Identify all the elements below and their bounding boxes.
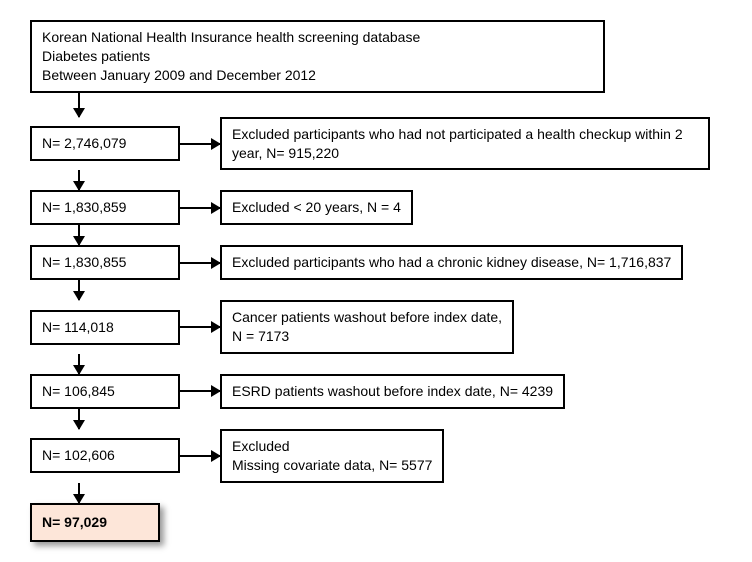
exclusion-4-l1: ESRD patients washout before index date,… — [232, 383, 553, 399]
count-3: N= 114,018 — [42, 319, 114, 335]
count-0: N= 2,746,079 — [42, 135, 126, 151]
exclusion-2-l1: Excluded participants who had a chronic … — [232, 254, 671, 270]
header-box: Korean National Health Insurance health … — [30, 20, 605, 93]
exclusion-box-1: Excluded < 20 years, N = 4 — [220, 190, 413, 225]
exclusion-box-5: Excluded Missing covariate data, N= 5577 — [220, 429, 444, 483]
header-line1: Korean National Health Insurance health … — [42, 29, 420, 45]
exclusion-3-l2: N = 7173 — [232, 328, 289, 344]
connector-down — [78, 409, 80, 429]
connector-right — [180, 207, 220, 209]
final-count: N= 97,029 — [42, 514, 107, 530]
count-box-5: N= 102,606 — [30, 438, 180, 473]
exclusion-5-l2: Missing covariate data, N= 5577 — [232, 457, 432, 473]
final-box: N= 97,029 — [30, 503, 160, 542]
exclusion-0-l1: Excluded participants who had not partic… — [232, 126, 683, 142]
connector-down — [78, 354, 80, 374]
exclusion-5-l1: Excluded — [232, 438, 290, 454]
count-1: N= 1,830,859 — [42, 199, 126, 215]
connector-down — [78, 170, 80, 190]
header-line2: Diabetes patients — [42, 48, 150, 64]
header-line3: Between January 2009 and December 2012 — [42, 67, 316, 83]
exclusion-box-3: Cancer patients washout before index dat… — [220, 300, 514, 354]
count-5: N= 102,606 — [42, 447, 115, 463]
connector-right — [180, 455, 220, 457]
connector-down — [78, 483, 80, 503]
exclusion-0-l2: year, N= 915,220 — [232, 145, 339, 161]
connector-down — [78, 225, 80, 245]
connector-right — [180, 326, 220, 328]
exclusion-box-4: ESRD patients washout before index date,… — [220, 374, 565, 409]
exclusion-box-0: Excluded participants who had not partic… — [220, 117, 710, 171]
connector-down — [78, 280, 80, 300]
exclusion-3-l1: Cancer patients washout before index dat… — [232, 309, 502, 325]
connector-down — [78, 93, 80, 117]
count-box-3: N= 114,018 — [30, 310, 180, 345]
count-box-2: N= 1,830,855 — [30, 245, 180, 280]
connector-right — [180, 262, 220, 264]
exclusion-box-2: Excluded participants who had a chronic … — [220, 245, 683, 280]
count-box-0: N= 2,746,079 — [30, 126, 180, 161]
connector-right — [180, 390, 220, 392]
count-4: N= 106,845 — [42, 383, 115, 399]
exclusion-1-l1: Excluded < 20 years, N = 4 — [232, 199, 401, 215]
count-2: N= 1,830,855 — [42, 254, 126, 270]
count-box-4: N= 106,845 — [30, 374, 180, 409]
connector-right — [180, 143, 220, 145]
count-box-1: N= 1,830,859 — [30, 190, 180, 225]
